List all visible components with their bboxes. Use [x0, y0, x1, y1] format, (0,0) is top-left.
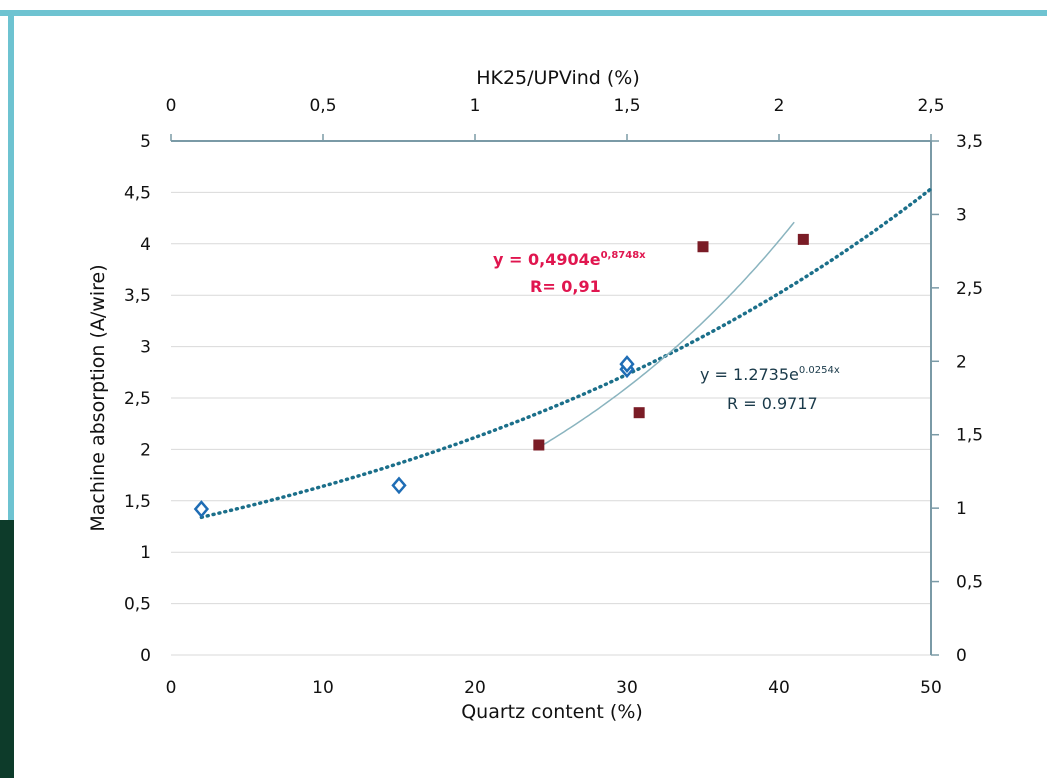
y2-tick-label: 3,5 — [956, 132, 983, 152]
top-axis-title: HK25/UPVind (%) — [476, 67, 640, 89]
x-tick-label: 50 — [920, 678, 942, 698]
x-tick-label: 20 — [464, 678, 486, 698]
trendline-equation-diamonds: y = 1.2735e0.0254x — [700, 365, 840, 384]
square-point — [797, 233, 809, 245]
x2-tick-label: 0,5 — [309, 96, 336, 116]
y-tick-label: 4 — [140, 235, 151, 255]
slide-frame-left — [8, 10, 14, 520]
y2-tick-label: 1,5 — [956, 426, 983, 446]
x2-tick-label: 0 — [166, 96, 177, 116]
trendline-0 — [199, 187, 933, 520]
y-tick-label: 1 — [140, 543, 151, 563]
y2-tick-label: 2 — [956, 352, 967, 372]
y-tick-label: 5 — [140, 132, 151, 152]
x2-tick-label: 1 — [470, 96, 481, 116]
left-axis-title: Machine absorption (A/wire) — [87, 264, 109, 531]
x-tick-label: 0 — [166, 678, 177, 698]
diamond-point — [391, 476, 407, 495]
square-point — [697, 241, 709, 253]
y-tick-label: 3,5 — [124, 286, 151, 306]
y2-tick-label: 0 — [956, 646, 967, 666]
y-tick-label: 2,5 — [124, 389, 151, 409]
y2-tick-label: 2,5 — [956, 279, 983, 299]
diamond-point — [619, 355, 635, 373]
y-tick-label: 3 — [140, 338, 151, 358]
square-point — [533, 439, 545, 451]
trendline-r-squares: R= 0,91 — [530, 277, 601, 296]
diamond-point — [193, 500, 210, 518]
x-tick-label: 10 — [312, 678, 334, 698]
y-tick-label: 2 — [140, 440, 151, 460]
trendlines — [199, 187, 933, 520]
x2-tick-label: 1,5 — [613, 96, 640, 116]
slide-dark-band — [0, 520, 14, 778]
y2-tick-label: 0,5 — [956, 573, 983, 593]
y-tick-label: 4,5 — [124, 183, 151, 203]
x-tick-label: 30 — [616, 678, 638, 698]
y-tick-label: 1,5 — [124, 492, 151, 512]
y-tick-label: 0 — [140, 646, 151, 666]
y-tick-label: 0,5 — [124, 595, 151, 615]
data-points — [193, 233, 809, 518]
y2-tick-label: 1 — [956, 499, 967, 519]
square-point — [633, 407, 645, 419]
y2-tick-label: 3 — [956, 205, 967, 225]
x-tick-label: 40 — [768, 678, 790, 698]
x2-tick-label: 2 — [774, 96, 785, 116]
bottom-axis-title: Quartz content (%) — [461, 701, 643, 723]
slide-frame-top — [0, 10, 1047, 16]
trendline-1 — [541, 221, 795, 447]
trendline-r-diamonds: R = 0.9717 — [727, 394, 818, 413]
trendline-equation-squares: y = 0,4904e0,8748x — [493, 250, 646, 269]
x2-tick-label: 2,5 — [917, 96, 944, 116]
